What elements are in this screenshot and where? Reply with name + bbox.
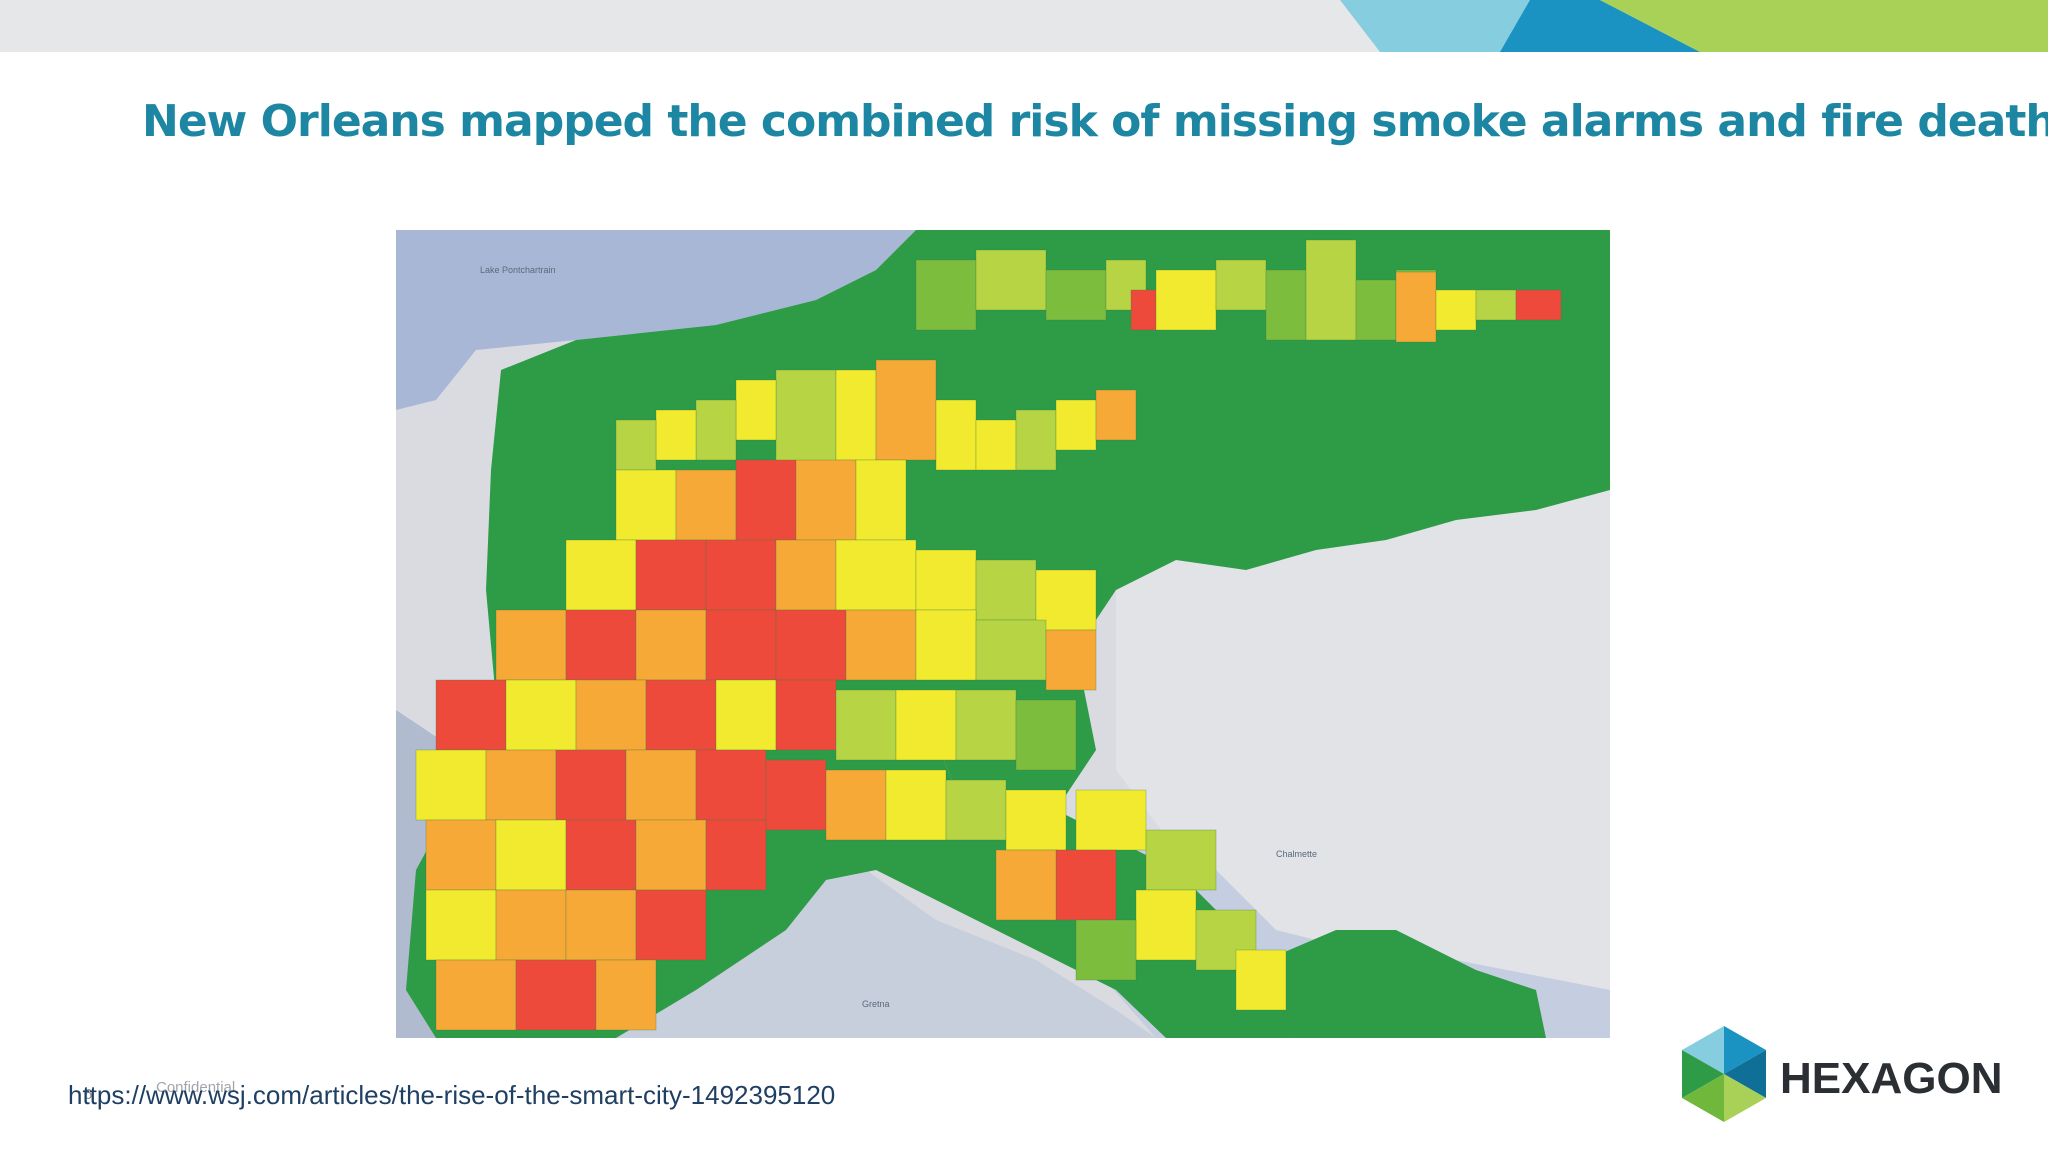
- source-link[interactable]: https://www.wsj.com/articles/the-rise-of…: [68, 1080, 836, 1110]
- logo-text: HEXAGON: [1780, 1054, 2003, 1103]
- place-label: Chalmette: [1276, 849, 1317, 859]
- page-number: 6: [84, 1086, 93, 1103]
- risk-map: Lake Pontchartrain Chalmette Gretna: [396, 230, 1610, 1038]
- land-mass-south: [1266, 930, 1546, 1038]
- confidential-label: Confidential: [156, 1079, 236, 1096]
- top-accent-shapes: [1340, 0, 2048, 52]
- lake-water: [396, 230, 916, 410]
- hexagon-logo: HEXAGON: [1678, 1026, 2008, 1122]
- gretna-label: Gretna: [862, 999, 890, 1009]
- slide-title: New Orleans mapped the combined risk of …: [142, 96, 2048, 147]
- river-bend: [616, 870, 1156, 1038]
- hexagon-logo-icon: [1682, 1026, 1766, 1122]
- risk-blocks: [415, 239, 1562, 1031]
- lake-label: Lake Pontchartrain: [480, 265, 556, 275]
